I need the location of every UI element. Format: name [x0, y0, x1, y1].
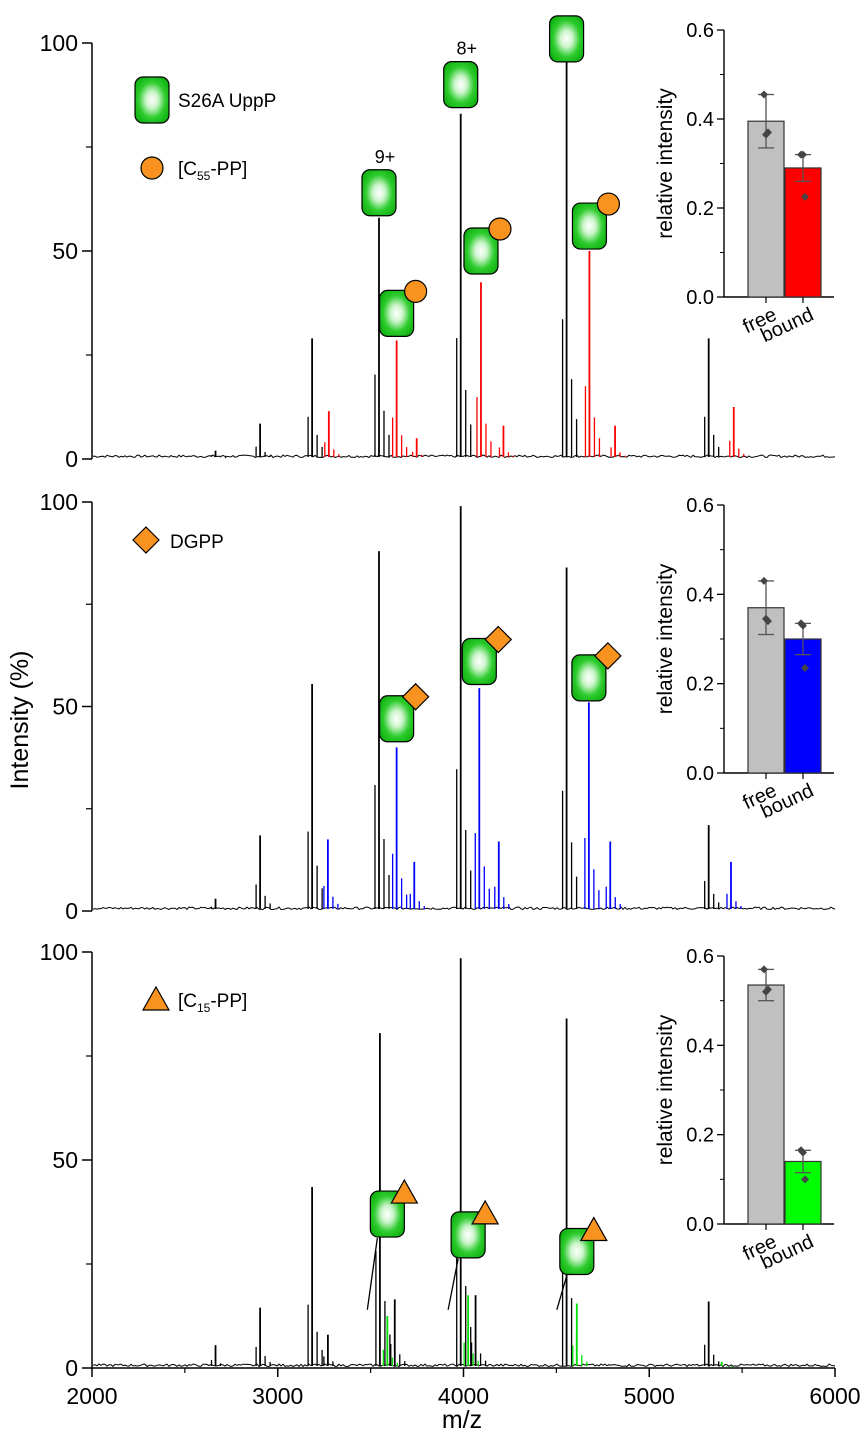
inset-y-tick-label: 0.0	[686, 763, 714, 785]
y-tick-label: 100	[40, 30, 78, 56]
inset-y-tick-label: 0.2	[686, 674, 714, 696]
inset-y-tick-label: 0.2	[686, 1125, 714, 1147]
peak-ligand-icon	[401, 682, 430, 711]
peak-protein-icon	[361, 169, 397, 217]
peak-ligand-icon	[404, 279, 428, 303]
free-bar	[747, 984, 785, 1225]
charge-state-label: 9+	[375, 147, 396, 167]
spectrum-baseline	[92, 906, 836, 911]
y-axis-title: Intensity (%)	[6, 651, 34, 790]
peak-ligand-icon	[390, 1178, 419, 1204]
peak-ligand-icon	[488, 217, 512, 241]
peak-ligand-icon	[484, 625, 513, 654]
peak-protein-icon	[548, 15, 585, 63]
x-tick-label: 6000	[809, 1383, 860, 1409]
legend-circle-icon	[140, 156, 164, 180]
peak-ligand-icon	[594, 642, 622, 670]
bound-replicate-point	[799, 621, 807, 630]
charge-state-label: 8+	[456, 39, 477, 59]
inset-y-axis-title: relative intensity	[654, 563, 677, 714]
y-tick-label: 50	[52, 1147, 78, 1173]
spectrum-baseline	[92, 454, 836, 459]
inset-y-tick-label: 0.6	[686, 946, 714, 968]
inset-y-tick-label: 0.6	[686, 495, 714, 517]
x-tick-label: 5000	[624, 1383, 675, 1409]
bound-replicate-point	[799, 1148, 807, 1157]
legend-label: [C55-PP]	[178, 159, 247, 183]
free-bar	[747, 120, 785, 298]
x-axis-title: m/z	[442, 1406, 482, 1434]
spectrum-panel-middle: 0 50 100 DGPP 0.0 0.2 0.4 0.6 relative intensity…	[40, 489, 836, 924]
inset-y-axis-title: relative intensity	[654, 88, 677, 239]
legend-label: DGPP	[170, 532, 224, 553]
peak-protein-icon	[571, 202, 608, 250]
legend-triangle-icon	[141, 985, 171, 1011]
icon-leader-line	[447, 1258, 459, 1310]
icon-leader-line	[366, 1237, 378, 1310]
peak-protein-icon	[461, 637, 497, 686]
peak-protein-icon	[463, 227, 499, 275]
peak-protein-icon	[379, 289, 415, 337]
free-replicate-point	[764, 617, 772, 626]
x-tick-label: 4000	[438, 1383, 489, 1409]
inset-y-tick-label: 0.0	[686, 1214, 714, 1236]
y-tick-label: 50	[52, 238, 78, 264]
peak-ligand-icon	[596, 192, 621, 216]
inset-y-tick-label: 0.4	[686, 1035, 714, 1057]
peak-ligand-icon	[579, 1216, 608, 1242]
bound-replicate-point	[801, 192, 809, 201]
y-tick-label: 0	[65, 446, 78, 472]
y-tick-label: 0	[65, 1355, 78, 1381]
inset-y-tick-label: 0.4	[686, 109, 714, 131]
bound-replicate-point	[801, 664, 809, 673]
free-replicate-point	[760, 576, 768, 585]
inset-y-tick-label: 0.2	[686, 198, 714, 220]
inset-y-tick-label: 0.6	[686, 20, 714, 42]
x-tick-label: 3000	[252, 1383, 303, 1409]
bound-replicate-point	[801, 1175, 809, 1184]
spectrum-panel-bottom: 0 50 100 2000 3000 4000 5000 6000 [C15-PP] 0.0 0.2…	[40, 939, 861, 1409]
inset-y-tick-label: 0.0	[686, 287, 714, 309]
bound-bar	[784, 638, 822, 774]
y-tick-label: 100	[40, 939, 78, 965]
bound-bar	[784, 167, 822, 298]
y-tick-label: 100	[40, 489, 78, 515]
free-replicate-point	[760, 90, 768, 99]
legend-label: S26A UppP	[178, 91, 276, 112]
x-tick-label: 2000	[66, 1383, 117, 1409]
icon-leader-line	[556, 1275, 568, 1310]
y-tick-label: 50	[52, 694, 78, 720]
free-replicate-point	[764, 128, 772, 137]
inset-y-axis-title: relative intensity	[654, 1014, 677, 1165]
free-replicate-point	[764, 985, 772, 994]
free-replicate-point	[760, 965, 768, 974]
bound-replicate-point	[799, 150, 807, 159]
legend-diamond-icon	[132, 526, 160, 554]
peak-protein-icon	[443, 60, 479, 109]
legend-protein-icon	[134, 76, 170, 124]
spectrum-panel-top: 0 50 100 9+ 8+ S26A UppP [C55-PP] 0.0 0.2 0.4 0.6 r…	[40, 15, 836, 472]
peak-protein-icon	[571, 654, 607, 702]
legend-label: [C15-PP]	[178, 991, 247, 1015]
peak-protein-icon	[379, 695, 415, 743]
free-bar	[747, 607, 785, 774]
y-tick-label: 0	[65, 898, 78, 924]
inset-y-tick-label: 0.4	[686, 584, 714, 606]
peak-ligand-icon	[471, 1199, 500, 1225]
